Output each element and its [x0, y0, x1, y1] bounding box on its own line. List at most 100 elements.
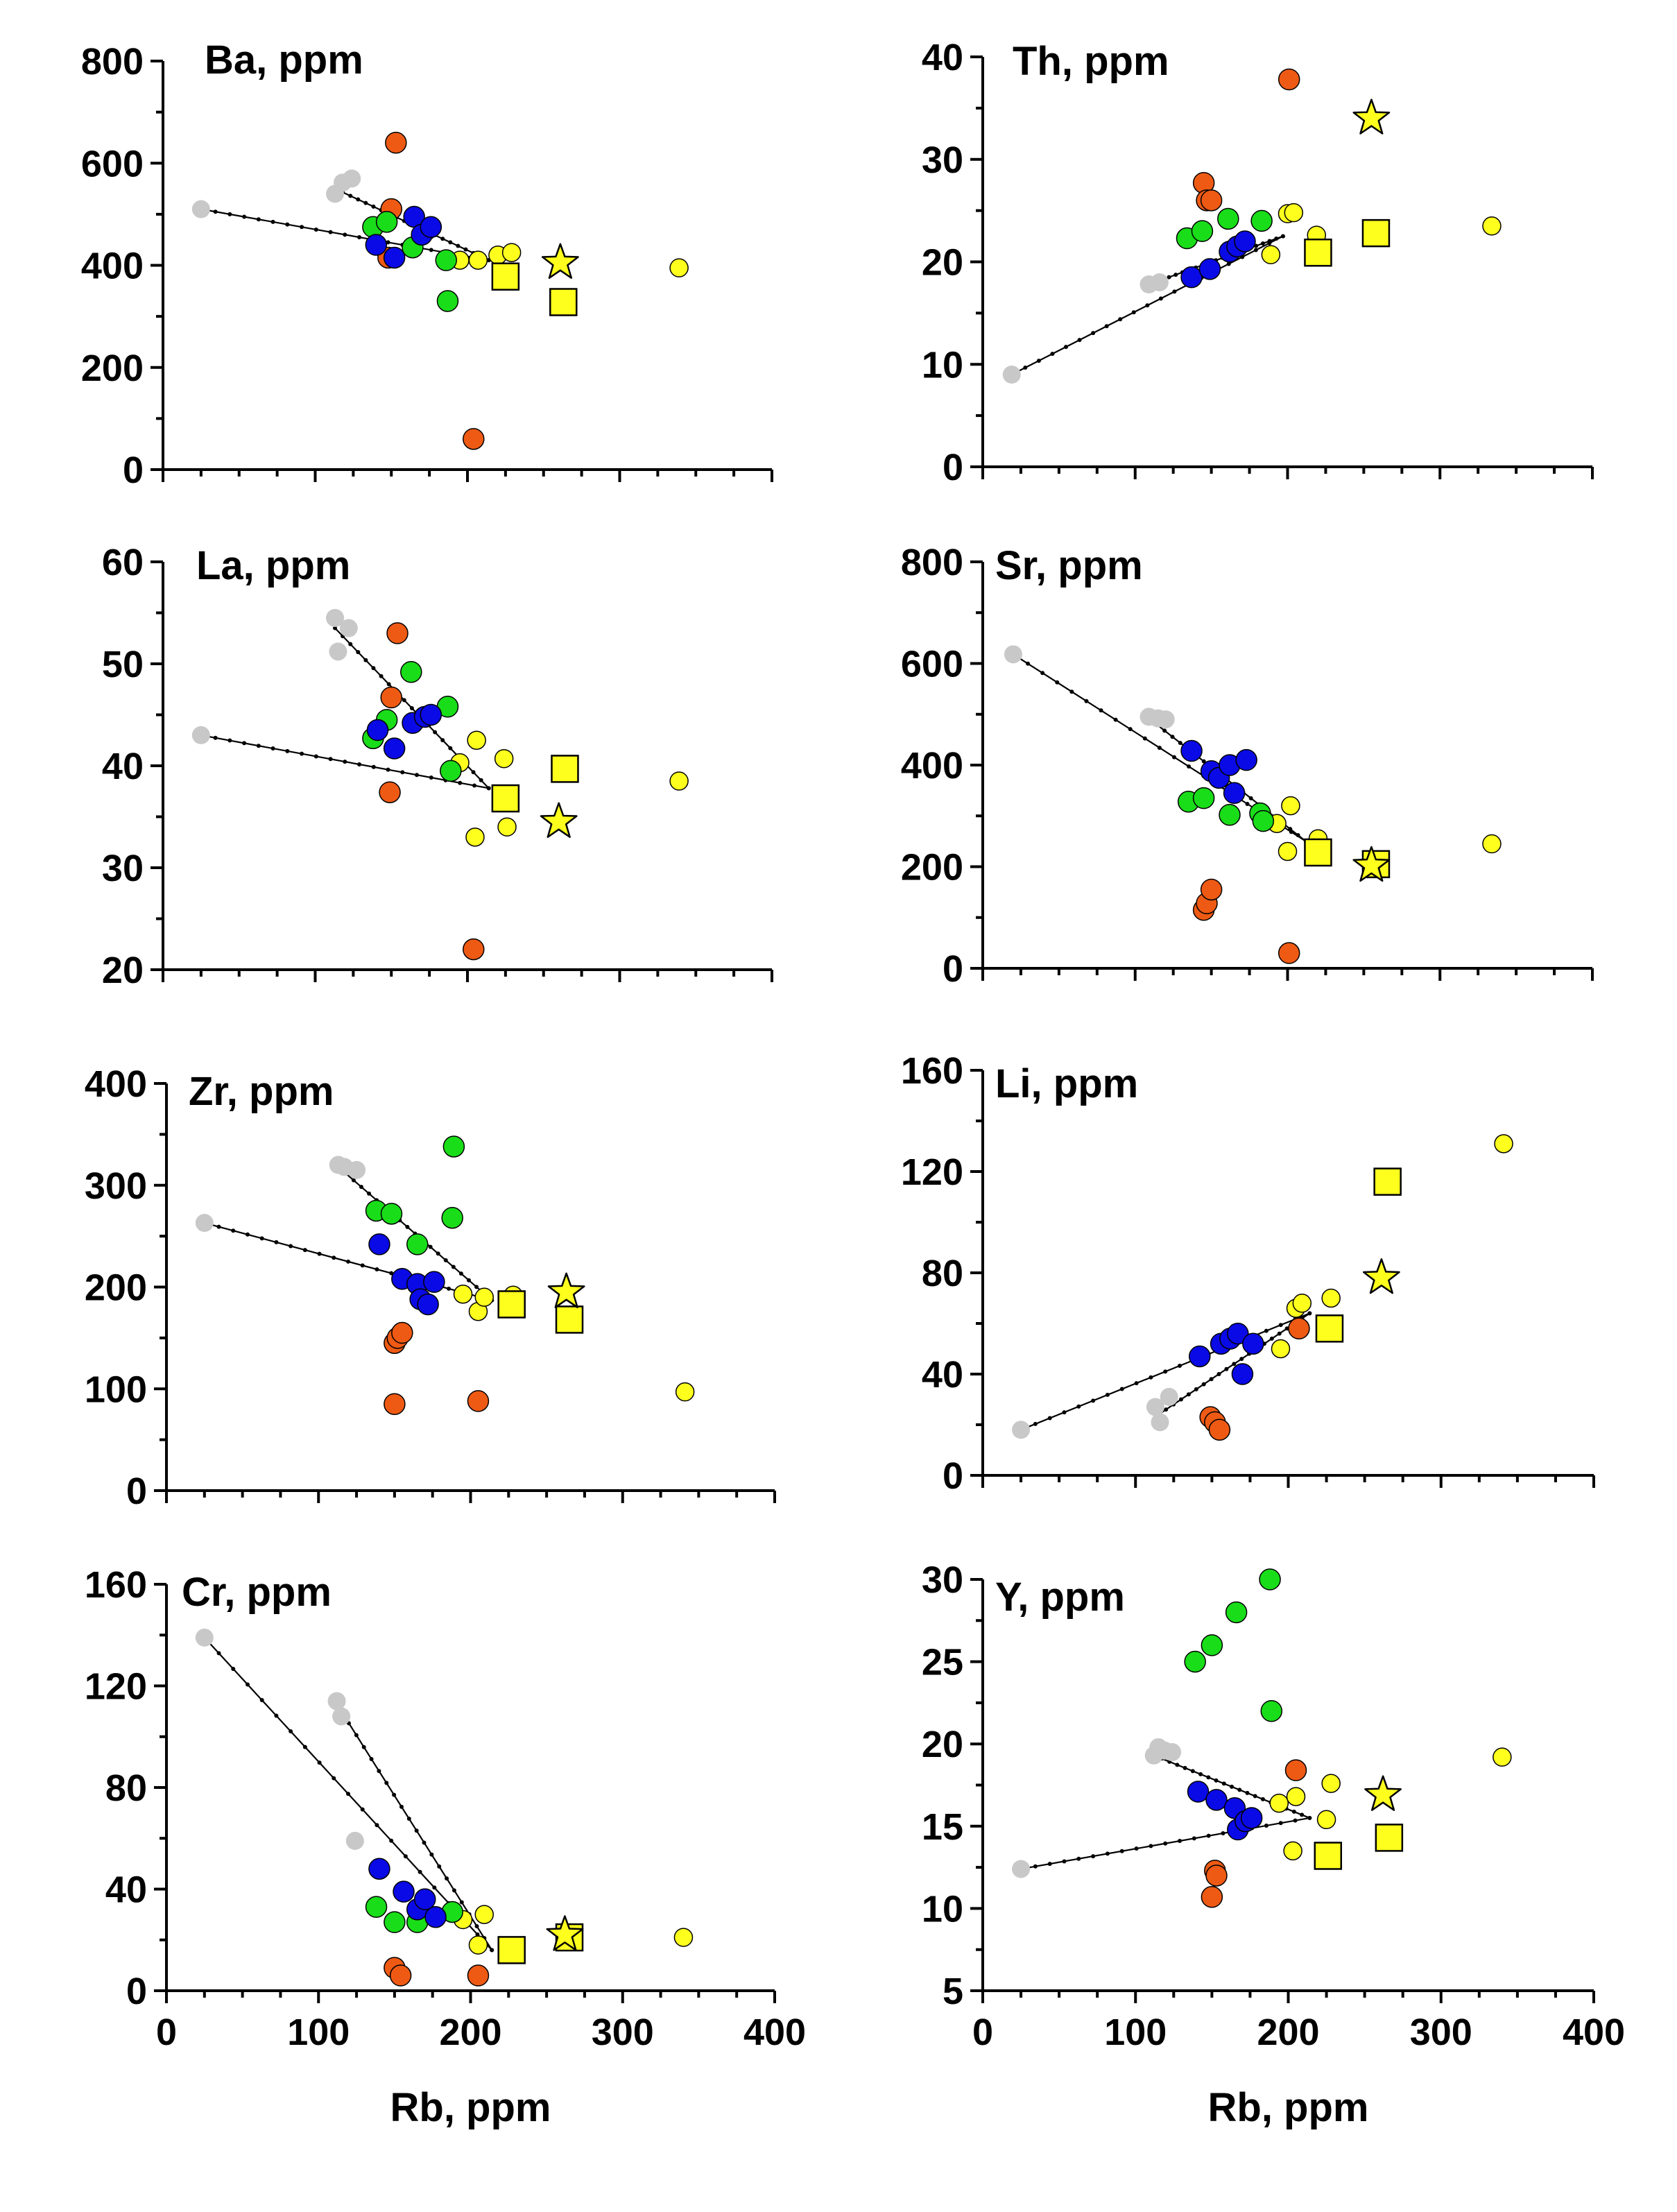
mixing-line-dot — [1232, 1362, 1237, 1366]
mixing-line-dot — [440, 738, 445, 743]
point-yellow-star — [1362, 1258, 1400, 1294]
panel-title: Th, ppm — [1013, 39, 1169, 84]
y-tick-label: 10 — [922, 1888, 963, 1930]
y-tick-label: 0 — [943, 1455, 963, 1497]
point-yellow — [494, 748, 514, 769]
panel-6: 0 40 80 120 160 0 100 200 300 400 Cr, ppm Rb, ppm — [85, 1564, 806, 2130]
mixing-line-dot — [333, 626, 338, 631]
mixing-line-dot — [1149, 1844, 1153, 1849]
mixing-line-dot — [1076, 1856, 1081, 1861]
mixing-line-dot — [1245, 801, 1250, 806]
point-green — [440, 760, 462, 782]
point-gray — [1004, 645, 1022, 664]
y-tick-label: 400 — [85, 1063, 147, 1105]
y-tick-label: 5 — [943, 1971, 963, 2012]
panel-title: Li, ppm — [995, 1061, 1138, 1106]
point-yellow-square — [549, 288, 578, 316]
point-yellow-square — [1304, 838, 1332, 867]
mixing-line-dot — [1134, 1846, 1139, 1851]
mixing-line-dot — [1026, 661, 1031, 666]
mixing-line-dot — [360, 1807, 365, 1812]
y-tick-label: 600 — [81, 143, 144, 185]
mixing-line-dot — [363, 200, 368, 205]
mixing-line-dot — [459, 1900, 464, 1905]
point-yellow-square — [497, 1936, 526, 1964]
mixing-line-dot — [1186, 1392, 1191, 1397]
mixing-line-dot — [1201, 1382, 1206, 1387]
panel-3: 0 200 400 600 800 Sr, ppm — [901, 542, 1594, 990]
mixing-line-dot — [1091, 331, 1096, 336]
mixing-line-dot — [302, 1248, 307, 1253]
point-orange — [389, 1964, 412, 1987]
point-yellow-star — [546, 1915, 584, 1951]
mixing-line-dot — [270, 746, 275, 751]
mixing-line-dot — [343, 760, 347, 764]
mixing-line-dot — [332, 1255, 336, 1260]
y-tick-label: 20 — [102, 950, 144, 991]
point-green — [1191, 220, 1214, 242]
mixing-line-dot — [1178, 1397, 1183, 1402]
point-gray — [191, 726, 210, 744]
mixing-line-dot — [1076, 1404, 1081, 1409]
mixing-line-dot — [245, 1682, 250, 1687]
mixing-line-dot — [1296, 833, 1300, 838]
mixing-line-dot — [1047, 1416, 1052, 1421]
mixing-line-dot — [1113, 717, 1118, 722]
y-tick-label: 160 — [901, 1050, 963, 1092]
panel-title: Zr, ppm — [189, 1069, 334, 1114]
x-tick-label: 200 — [1257, 2012, 1319, 2053]
point-yellow — [465, 828, 485, 847]
mixing-line-dot — [1300, 1812, 1305, 1817]
panel-5: 0 40 80 120 160 Li, ppm — [901, 1050, 1595, 1497]
point-orange — [1284, 1759, 1307, 1781]
mixing-line-dot — [289, 1244, 293, 1249]
point-blue — [1180, 266, 1203, 289]
point-green — [1184, 1650, 1206, 1673]
point-orange — [1201, 1886, 1223, 1908]
x-tick-label: 0 — [156, 2012, 177, 2053]
mixing-line-dot — [399, 1804, 404, 1809]
mixing-line-dot — [437, 1864, 442, 1869]
mixing-line-dot — [1253, 1794, 1257, 1799]
mixing-line-dot — [384, 1781, 389, 1785]
point-gray — [332, 1707, 351, 1726]
mixing-line-dot — [443, 1258, 448, 1262]
y-tick-label: 50 — [102, 644, 144, 685]
x-axis-title: Rb, ppm — [1208, 2085, 1369, 2130]
point-yellow-square — [1314, 1842, 1343, 1870]
mixing-line-dot — [1178, 1363, 1182, 1368]
point-blue — [368, 1233, 390, 1255]
mixing-line-dot — [428, 1244, 433, 1249]
mixing-line-dot — [274, 1713, 279, 1718]
mixing-line-dot — [289, 1729, 293, 1734]
mixing-line-dot — [1084, 698, 1089, 703]
y-tick-label: 0 — [943, 447, 963, 488]
mixing-line-dot — [429, 775, 433, 780]
mixing-line-dot — [1119, 1849, 1124, 1853]
mixing-line-dot — [285, 222, 290, 227]
mixing-line-dot — [1245, 1790, 1250, 1795]
point-yellow-square — [1304, 238, 1332, 267]
point-blue — [368, 1858, 390, 1880]
mixing-line-dot — [1264, 1328, 1268, 1333]
mixing-line-dot — [231, 1228, 236, 1233]
mixing-line-dot — [377, 1769, 381, 1774]
point-orange — [467, 1964, 490, 1987]
mixing-line-dot — [356, 650, 361, 655]
point-yellow — [1482, 216, 1502, 236]
point-blue — [1180, 739, 1203, 762]
mixing-line-dot — [317, 1760, 322, 1765]
mixing-line-dot — [379, 674, 384, 678]
mixing-line-dot — [418, 1869, 422, 1874]
mixing-line-dot — [371, 204, 376, 209]
point-blue — [420, 216, 442, 239]
point-orange — [1208, 1418, 1231, 1441]
mixing-line-dot — [1214, 1778, 1219, 1783]
mixing-line-dot — [360, 1263, 365, 1268]
point-blue — [1223, 782, 1246, 805]
point-yellow — [467, 730, 486, 750]
point-blue — [1189, 1345, 1211, 1368]
point-orange — [386, 622, 409, 644]
y-tick-label: 20 — [922, 242, 963, 284]
